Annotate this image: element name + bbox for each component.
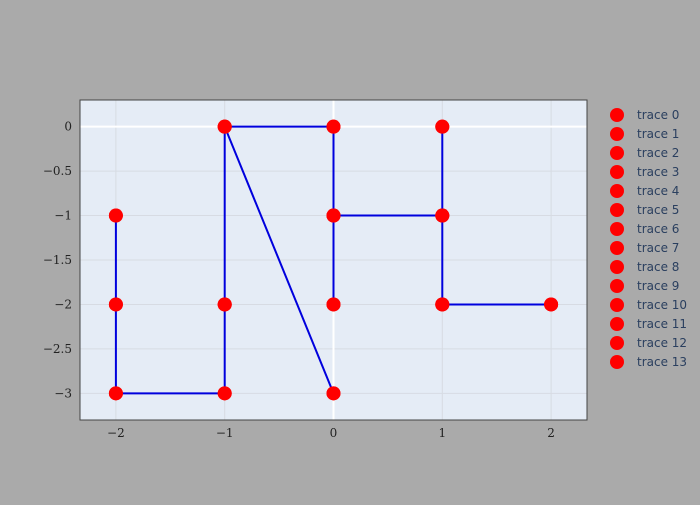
data-point bbox=[435, 208, 450, 223]
legend-item[interactable]: trace 9 bbox=[610, 279, 679, 293]
series-lines bbox=[114, 125, 552, 395]
data-point bbox=[326, 297, 341, 312]
legend-label: trace 7 bbox=[637, 241, 679, 255]
series-markers bbox=[108, 119, 559, 401]
legend-label: trace 2 bbox=[637, 146, 679, 160]
y-tick-label: −0.5 bbox=[43, 164, 72, 178]
legend-marker bbox=[610, 222, 624, 236]
data-point bbox=[217, 297, 232, 312]
y-tick-label: −2 bbox=[54, 297, 72, 311]
data-point bbox=[435, 297, 450, 312]
data-point bbox=[435, 119, 450, 134]
legend-item[interactable]: trace 8 bbox=[610, 260, 679, 274]
y-tick-label: −3 bbox=[54, 386, 72, 400]
legend-label: trace 5 bbox=[637, 203, 679, 217]
legend-marker bbox=[610, 127, 624, 141]
legend-label: trace 11 bbox=[637, 317, 687, 331]
legend-marker bbox=[610, 184, 624, 198]
legend-marker bbox=[610, 355, 624, 369]
legend-marker bbox=[610, 241, 624, 255]
legend-marker bbox=[610, 146, 624, 160]
legend-label: trace 9 bbox=[637, 279, 679, 293]
legend-label: trace 4 bbox=[637, 184, 679, 198]
legend-marker bbox=[610, 165, 624, 179]
legend-item[interactable]: trace 11 bbox=[610, 317, 687, 331]
x-axis-ticks: −2 −1 0 1 2 bbox=[107, 426, 555, 440]
series-line bbox=[223, 126, 335, 394]
y-axis-ticks: 0 −0.5 −1 −1.5 −2 −2.5 −3 bbox=[43, 120, 72, 401]
data-point bbox=[326, 119, 341, 134]
legend-label: trace 0 bbox=[637, 108, 679, 122]
x-tick-label: 2 bbox=[547, 426, 555, 440]
legend-item[interactable]: trace 10 bbox=[610, 298, 687, 312]
data-point bbox=[108, 208, 123, 223]
data-point bbox=[217, 386, 232, 401]
legend-marker bbox=[610, 317, 624, 331]
legend-item[interactable]: trace 0 bbox=[610, 108, 679, 122]
legend-item[interactable]: trace 5 bbox=[610, 203, 679, 217]
legend-label: trace 10 bbox=[637, 298, 687, 312]
legend-marker bbox=[610, 298, 624, 312]
x-tick-label: 1 bbox=[438, 426, 446, 440]
legend-label: trace 8 bbox=[637, 260, 679, 274]
legend-label: trace 3 bbox=[637, 165, 679, 179]
legend-item[interactable]: trace 3 bbox=[610, 165, 679, 179]
data-point bbox=[217, 119, 232, 134]
legend-item[interactable]: trace 4 bbox=[610, 184, 679, 198]
y-tick-label: −1 bbox=[54, 209, 72, 223]
y-tick-label: 0 bbox=[64, 120, 72, 134]
plot-frame bbox=[79, 99, 588, 421]
legend-marker bbox=[610, 203, 624, 217]
y-tick-label: −1.5 bbox=[43, 253, 72, 267]
legend-item[interactable]: trace 1 bbox=[610, 127, 679, 141]
legend-marker bbox=[610, 108, 624, 122]
legend-item[interactable]: trace 7 bbox=[610, 241, 679, 255]
legend-label: trace 12 bbox=[637, 336, 687, 350]
legend-marker bbox=[610, 279, 624, 293]
x-tick-label: −2 bbox=[107, 426, 125, 440]
legend-item[interactable]: trace 13 bbox=[610, 355, 687, 369]
x-tick-label: −1 bbox=[216, 426, 234, 440]
legend-item[interactable]: trace 6 bbox=[610, 222, 679, 236]
legend-label: trace 6 bbox=[637, 222, 679, 236]
data-point bbox=[108, 386, 123, 401]
legend-item[interactable]: trace 12 bbox=[610, 336, 687, 350]
legend-marker bbox=[610, 260, 624, 274]
legend-item[interactable]: trace 2 bbox=[610, 146, 679, 160]
data-point bbox=[326, 208, 341, 223]
data-point bbox=[544, 297, 559, 312]
x-tick-label: 0 bbox=[330, 426, 338, 440]
y-tick-label: −2.5 bbox=[43, 342, 72, 356]
data-point bbox=[326, 386, 341, 401]
legend-label: trace 13 bbox=[637, 355, 687, 369]
data-point bbox=[108, 297, 123, 312]
legend-marker bbox=[610, 336, 624, 350]
legend-label: trace 1 bbox=[637, 127, 679, 141]
legend[interactable]: trace 0 trace 1 trace 2 trace 3 trace 4 trace… bbox=[610, 108, 687, 369]
